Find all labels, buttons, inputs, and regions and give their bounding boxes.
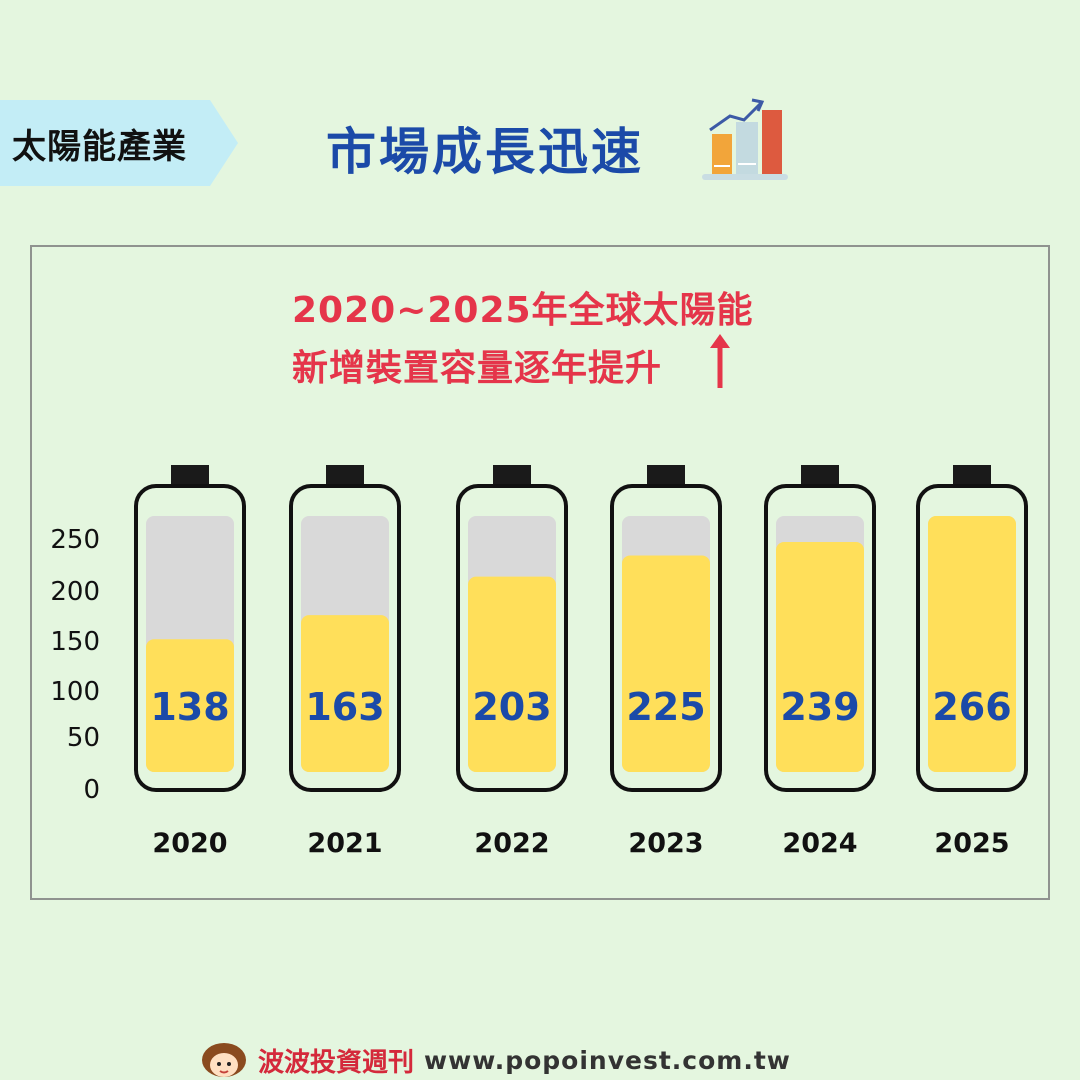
x-tick-label: 2022 <box>474 828 549 859</box>
battery-outline <box>916 484 1028 792</box>
category-tag: 太陽能產業 <box>0 100 238 186</box>
x-tick-label: 2021 <box>307 828 382 859</box>
chart-title: 2020~2025年全球太陽能 新增裝置容量逐年提升 <box>292 282 754 398</box>
battery-outline <box>764 484 876 792</box>
battery-outline <box>134 484 246 792</box>
data-bar <box>301 615 389 772</box>
data-label: 138 <box>150 685 229 729</box>
data-bar <box>776 541 864 772</box>
y-tick-label: 200 <box>50 577 100 607</box>
data-bar <box>146 639 234 772</box>
data-bar <box>468 576 556 772</box>
footer: 波波投資週刊 www.popoinvest.com.tw <box>200 1040 791 1080</box>
data-label: 239 <box>780 685 859 729</box>
battery-outline <box>610 484 722 792</box>
x-tick-label: 2024 <box>782 828 857 859</box>
category-tag-label: 太陽能產業 <box>12 126 187 167</box>
battery-cap <box>326 465 364 487</box>
mascot-avatar-icon <box>202 1043 246 1077</box>
x-tick-label: 2023 <box>628 828 703 859</box>
battery-cap <box>171 465 209 487</box>
chart-frame <box>30 245 1050 900</box>
up-arrow-icon <box>710 334 730 388</box>
y-tick-label: 150 <box>50 627 100 657</box>
battery-outline <box>456 484 568 792</box>
footer-url[interactable]: www.popoinvest.com.tw <box>424 1045 791 1075</box>
battery-outline <box>289 484 401 792</box>
battery-cap <box>953 465 991 487</box>
page-title: 市場成長迅速 <box>326 123 644 181</box>
data-label: 225 <box>626 685 705 729</box>
battery-cap <box>801 465 839 487</box>
data-label: 163 <box>305 685 384 729</box>
chart-title-line1: 2020~2025年全球太陽能 <box>292 290 754 331</box>
battery-cap <box>493 465 531 487</box>
y-tick-label: 100 <box>50 677 100 707</box>
data-label: 266 <box>932 685 1011 729</box>
growth-chart-icon <box>702 98 788 180</box>
y-tick-label: 250 <box>50 525 100 555</box>
chart-title-line2: 新增裝置容量逐年提升 <box>292 348 663 389</box>
battery-cap <box>647 465 685 487</box>
data-bar <box>928 516 1016 772</box>
data-bar <box>622 555 710 772</box>
y-tick-label: 50 <box>67 723 100 753</box>
y-tick-label: 0 <box>83 775 100 805</box>
footer-brand: 波波投資週刊 <box>258 1047 415 1078</box>
x-tick-label: 2020 <box>152 828 227 859</box>
x-tick-label: 2025 <box>934 828 1009 859</box>
data-label: 203 <box>472 685 551 729</box>
